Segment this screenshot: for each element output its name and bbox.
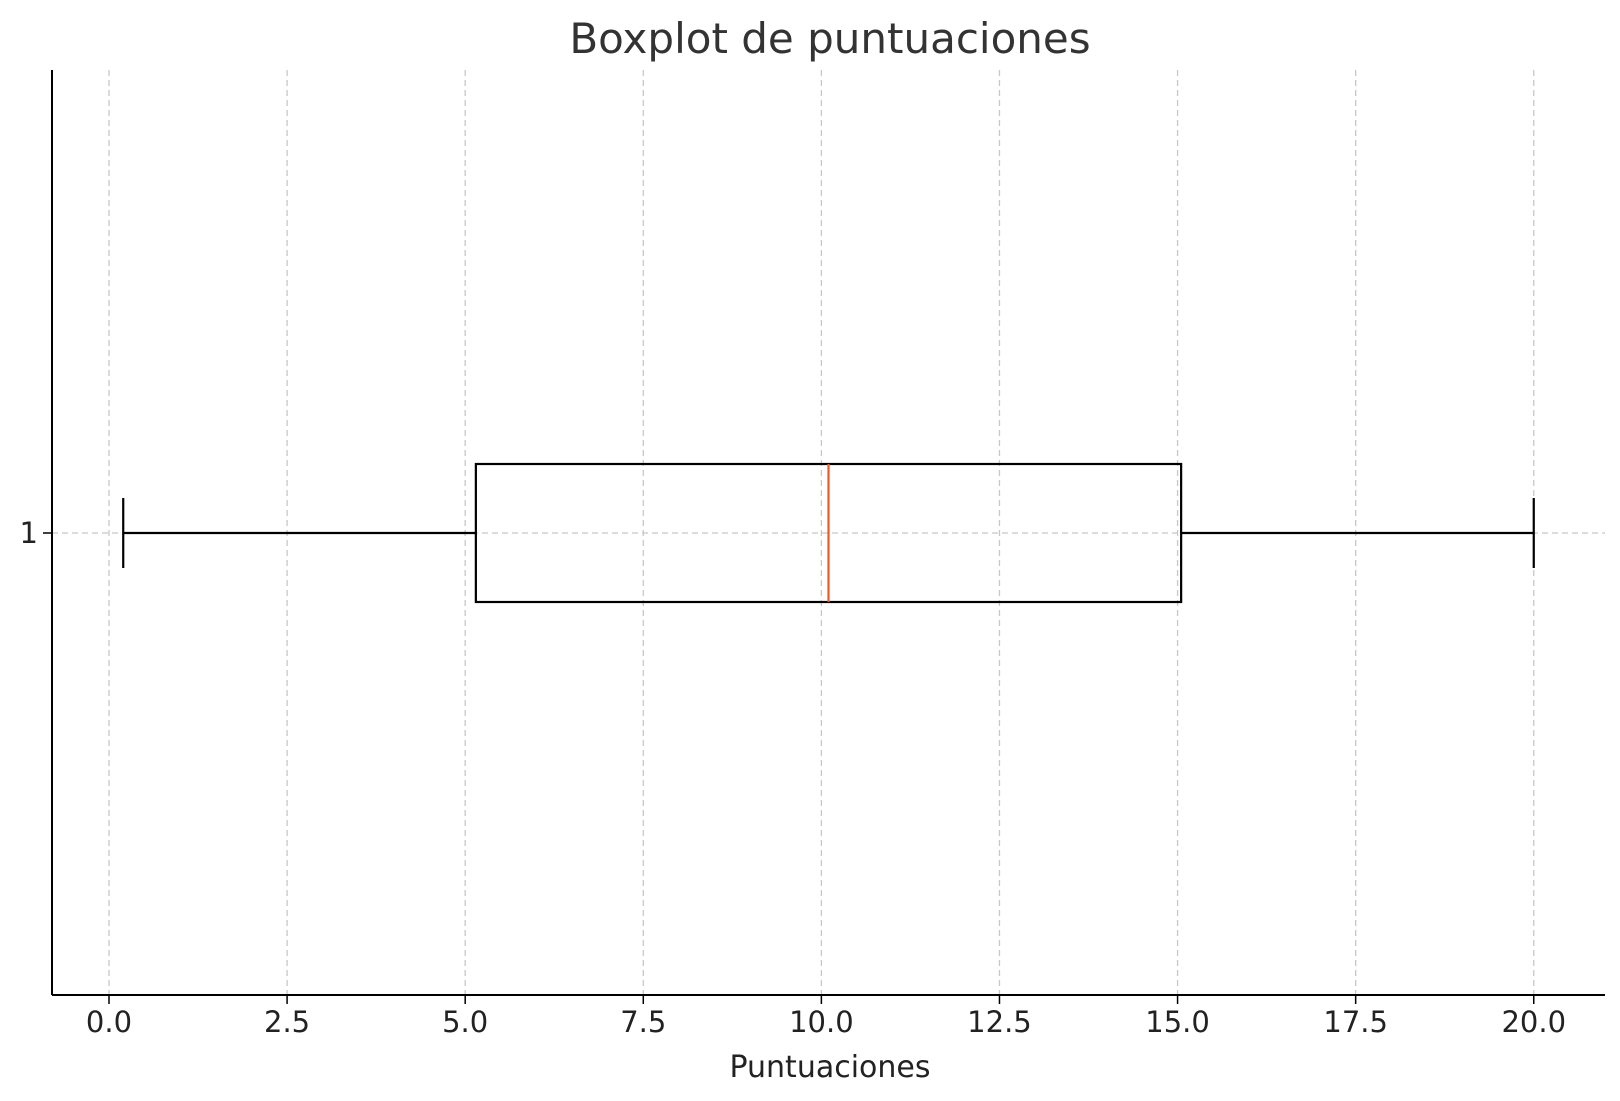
y-tick-label: 1 [20,516,38,550]
x-axis-label: Puntuaciones [729,1050,930,1085]
x-tick-label: 12.5 [967,1005,1032,1039]
x-tick-label: 0.0 [86,1005,132,1039]
x-tick-label: 5.0 [442,1005,488,1039]
box-layer [122,462,1535,604]
tick-labels: 0.0 2.5 5.0 7.5 10.0 12.5 15.0 17.5 20.0 1 [20,516,1567,1039]
x-tick-label: 10.0 [789,1005,854,1039]
x-tick-label: 2.5 [264,1005,310,1039]
x-tick-label: 7.5 [620,1005,666,1039]
x-tick-label: 20.0 [1501,1005,1566,1039]
chart-title: Boxplot de puntuaciones [569,14,1090,63]
axes [43,70,1605,1004]
x-tick-label: 17.5 [1323,1005,1388,1039]
x-tick-label: 15.0 [1145,1005,1210,1039]
